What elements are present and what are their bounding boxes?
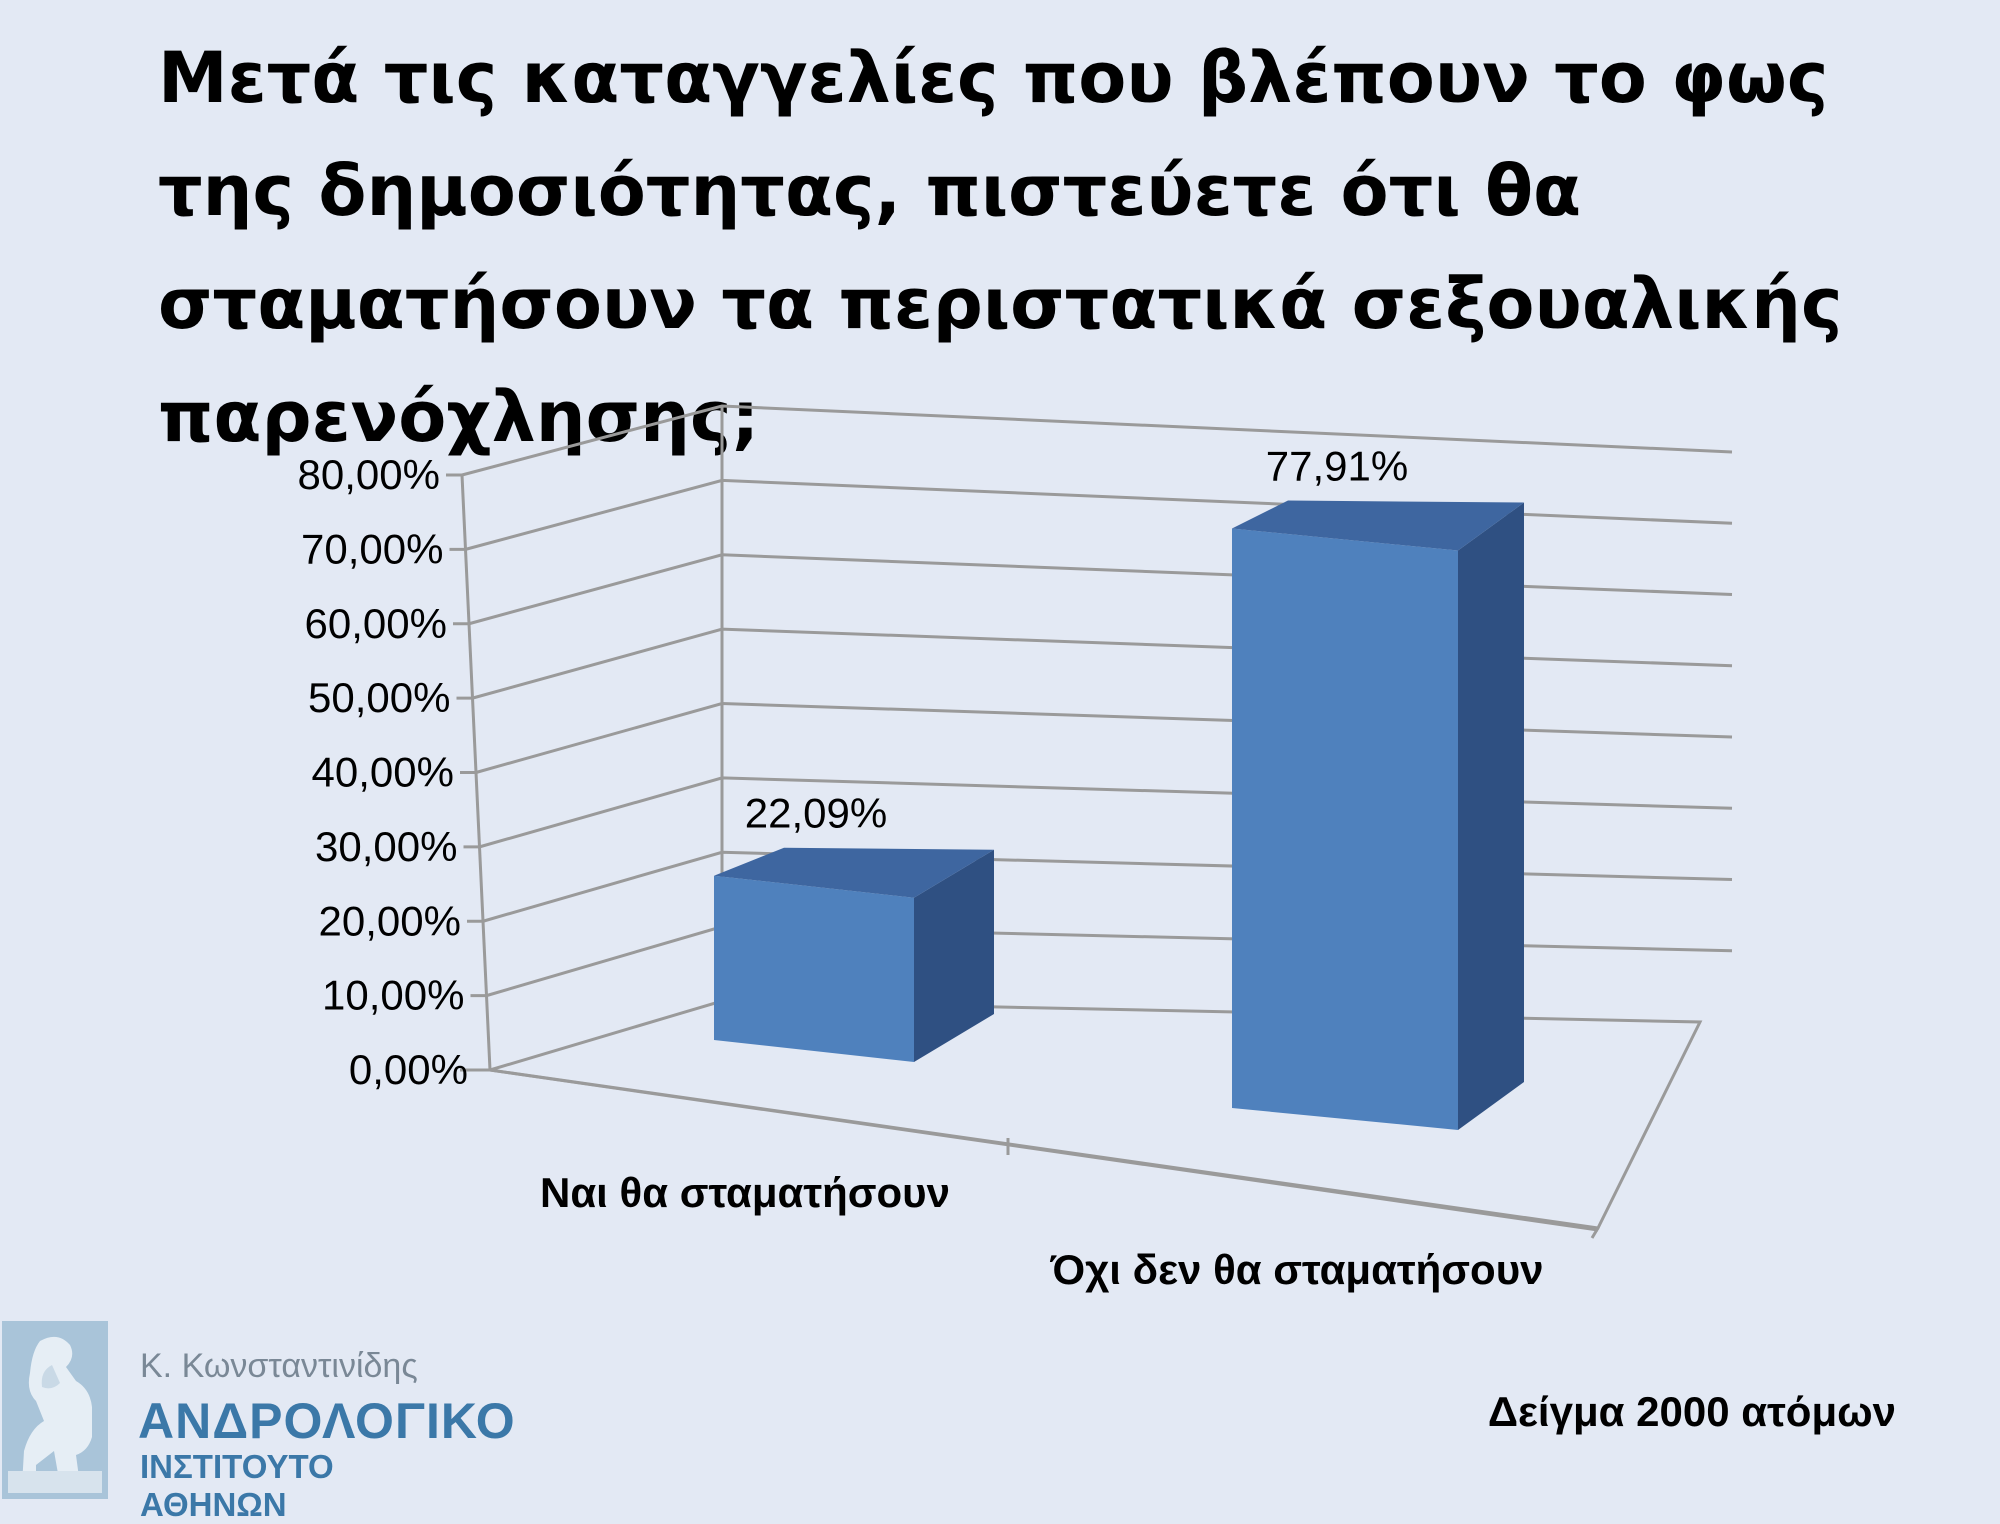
- y-axis-tick-label: 60,00%: [305, 600, 447, 647]
- bar: [1232, 500, 1524, 1130]
- bar: [714, 847, 994, 1062]
- y-axis-tick-label: 80,00%: [298, 451, 440, 498]
- gridline: [479, 776, 1733, 849]
- gridline: [465, 478, 1733, 551]
- institute-logo: Κ. Κωνσταντινίδης ΑΝΔΡΟΛΟΓΙΚΟ ΙΝΣΤΙΤΟΥΤΟ…: [0, 1320, 515, 1523]
- gridline: [472, 627, 1733, 700]
- x-axis-tick-mark: [1590, 1227, 1600, 1239]
- x-category-label: Ναι θα σταματήσουν: [540, 1169, 950, 1216]
- gridline: [461, 404, 1733, 477]
- x-axis-line: [489, 1068, 1599, 1232]
- chart-title: Μετά τις καταγγελίες που βλέπουν το φως …: [158, 37, 1843, 458]
- data-label: 77,91%: [1266, 443, 1408, 490]
- gridline: [482, 850, 1733, 923]
- bar-top-face: [1232, 500, 1524, 551]
- bar-side-face: [914, 849, 994, 1062]
- y-axis-tick-label: 40,00%: [312, 749, 454, 796]
- y-axis-tick-label: 30,00%: [315, 823, 457, 870]
- gridline: [475, 701, 1733, 774]
- logo-doctor-name: Κ. Κωνσταντινίδης: [140, 1347, 418, 1385]
- sample-size-note: Δείγμα 2000 ατόμων: [1487, 1388, 1896, 1435]
- x-category-label: Όχι δεν θα σταματήσουν: [1049, 1246, 1543, 1293]
- bar-front-face: [714, 875, 914, 1062]
- thinker-statue-icon: [2, 1321, 108, 1499]
- y-axis-tick-label: 50,00%: [308, 674, 450, 721]
- data-label: 22,09%: [745, 790, 887, 837]
- bar-top-face: [714, 847, 994, 898]
- y-axis-tick-label: 70,00%: [301, 525, 443, 572]
- y-axis-tick-label: 10,00%: [322, 972, 464, 1019]
- bar-side-face: [1458, 502, 1524, 1130]
- gridline: [468, 553, 1733, 626]
- logo-title-line2: ΙΝΣΤΙΤΟΥΤΟ ΑΘΗΝΩΝ: [140, 1448, 334, 1523]
- y-axis-tick-label: 20,00%: [319, 897, 461, 944]
- logo-title-line1: ΑΝΔΡΟΛΟΓΙΚΟ: [138, 1393, 516, 1449]
- gridline: [486, 925, 1733, 998]
- bar-front-face: [1232, 528, 1458, 1130]
- y-axis-tick-label: 0,00%: [349, 1046, 468, 1093]
